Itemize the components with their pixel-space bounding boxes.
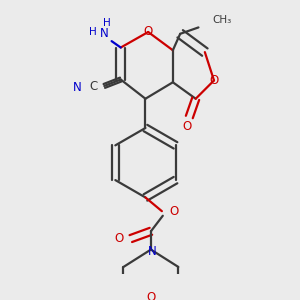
Text: N: N [148,245,156,258]
Text: O: O [209,74,219,87]
Text: H: H [103,18,111,28]
Text: O: O [143,26,153,38]
Text: O: O [183,120,192,133]
Text: H: H [88,27,96,37]
Text: O: O [114,232,124,245]
Text: CH₃: CH₃ [212,15,231,25]
Text: N: N [73,81,81,94]
Text: N: N [100,27,109,40]
Text: C: C [89,80,98,93]
Text: O: O [169,205,178,218]
Text: O: O [146,291,155,300]
